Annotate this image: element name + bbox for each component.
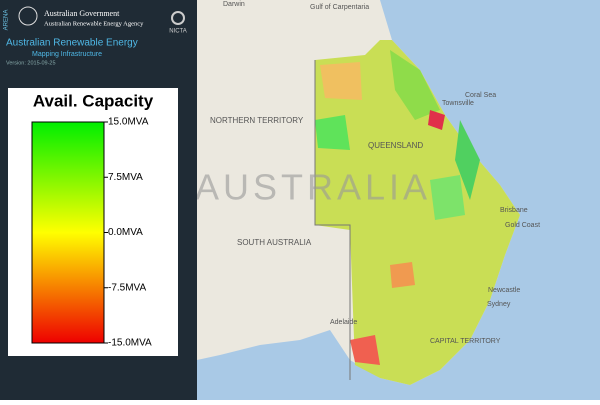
map-label: Darwin (223, 1, 245, 8)
map-label: SOUTH AUSTRALIA (237, 238, 312, 247)
region (428, 110, 445, 130)
legend-label: -15.0MVA (108, 338, 152, 349)
region (430, 175, 465, 220)
legend-title: Avail. Capacity (33, 91, 154, 110)
legend-label: 0.0MVA (108, 227, 143, 238)
map-label: Sydney (487, 301, 511, 308)
map-label: Adelaide (330, 319, 357, 326)
map-label: NORTHERN TERRITORY (210, 116, 304, 125)
network-regions (315, 40, 520, 385)
crest (18, 6, 38, 26)
version: Version: 2015-09-25 (6, 60, 56, 66)
region (390, 262, 415, 288)
map-label: QUEENSLAND (368, 141, 423, 150)
legend-label: 7.5MVA (108, 172, 143, 183)
map-label: Townsville (442, 100, 474, 107)
app-title: Australian Renewable Energy (6, 38, 138, 49)
map-label: Brisbane (500, 207, 528, 214)
map-label: Coral Sea (465, 92, 496, 99)
legend-label: -7.5MVA (108, 282, 146, 293)
arena-logo: ARENA (4, 10, 10, 31)
partner: NICTA (169, 29, 187, 35)
map-label: Newcastle (488, 287, 520, 294)
cape-land (270, 0, 330, 60)
gov-line: Australian Government (44, 9, 120, 18)
region (315, 115, 350, 150)
map-label: Gold Coast (505, 222, 540, 229)
map-label: Gulf of Carpentaria (310, 4, 369, 11)
region (320, 62, 362, 100)
map-label: AUSTRALIA (195, 167, 431, 208)
nicta-logo (171, 11, 185, 25)
border (314, 60, 351, 380)
app-subtitle: Mapping Infrastructure (32, 51, 102, 58)
region (390, 50, 440, 120)
region (455, 120, 480, 200)
region (350, 335, 380, 365)
map-label: CAPITAL TERRITORY (430, 338, 501, 345)
color-bar (31, 121, 105, 344)
legend-label: 15.0MVA (108, 117, 149, 128)
gov-line: Australian Renewable Energy Agency (44, 20, 144, 27)
